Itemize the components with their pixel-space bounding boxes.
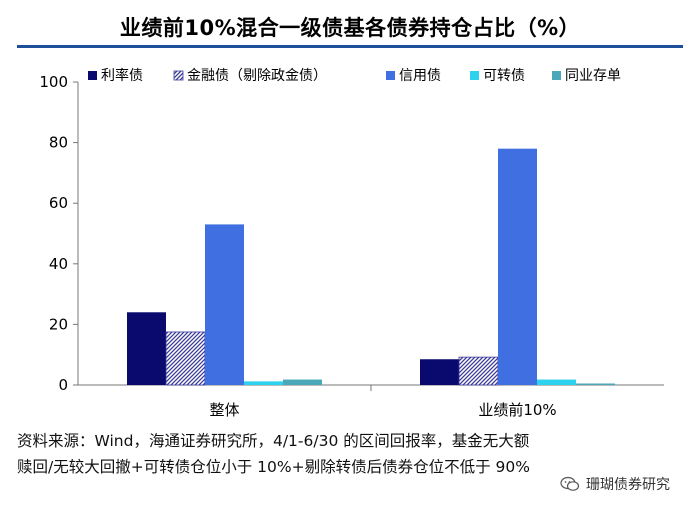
legend-swatch-3 [470, 71, 479, 80]
legend-label-2: 信用债 [399, 68, 441, 84]
y-tick-label: 0 [58, 376, 68, 394]
bar-chart: 利率债 金融债（剔除政金债） 信用债 可转债 同业存单 0 20 40 60 80 100 整体 业绩… [39, 67, 664, 419]
x-tick-label: 业绩前10% [478, 401, 556, 419]
chart-bars [127, 148, 615, 386]
bar-1-4 [576, 383, 615, 385]
bar-1-2 [498, 148, 537, 385]
bar-1-1 [458, 356, 499, 386]
bar-1-3 [537, 379, 576, 385]
legend-swatch-1 [173, 70, 184, 81]
bar-0-4 [283, 379, 322, 385]
bar-0-1 [165, 331, 206, 386]
watermark: 珊瑚债券研究 [560, 470, 690, 498]
legend-swatch-2 [386, 71, 395, 80]
legend-label-0: 利率债 [101, 67, 143, 84]
legend-label-4: 同业存单 [565, 68, 621, 84]
bar-0-3 [244, 381, 283, 385]
source-note-line-1: 资料来源：Wind，海通证券研究所，4/1-6/30 的区间回报率，基金无大额 [17, 432, 530, 450]
chart-labels: 0 20 40 60 80 100 整体 业绩前10% [39, 73, 556, 419]
legend-swatch-0 [88, 71, 97, 80]
wechat-icon [560, 476, 580, 491]
chart-legend: 利率债 金融债（剔除政金债） 信用债 可转债 同业存单 [88, 67, 621, 84]
y-tick-label: 40 [49, 255, 68, 273]
bar-0-0 [127, 312, 166, 385]
source-note-line-2: 赎回/无较大回撤+可转债仓位小于 10%+剔除转债后债券仓位不低于 90% [17, 458, 530, 476]
legend-label-3: 可转债 [483, 68, 525, 84]
legend-swatch-4 [552, 71, 561, 80]
title-bar: 业绩前10%混合一级债基各债券持仓占比（%） [17, 8, 683, 48]
y-tick-label: 100 [39, 73, 68, 91]
y-tick-label: 20 [49, 315, 68, 333]
x-tick-label: 整体 [209, 401, 239, 419]
y-tick-label: 60 [49, 194, 68, 212]
y-tick-label: 80 [49, 134, 68, 152]
chart-title: 业绩前10%混合一级债基各债券持仓占比（%） [119, 16, 581, 40]
watermark-text: 珊瑚债券研究 [586, 477, 670, 493]
bar-1-0 [420, 359, 459, 385]
legend-label-1: 金融债（剔除政金债） [187, 68, 327, 84]
bar-0-2 [205, 224, 244, 385]
